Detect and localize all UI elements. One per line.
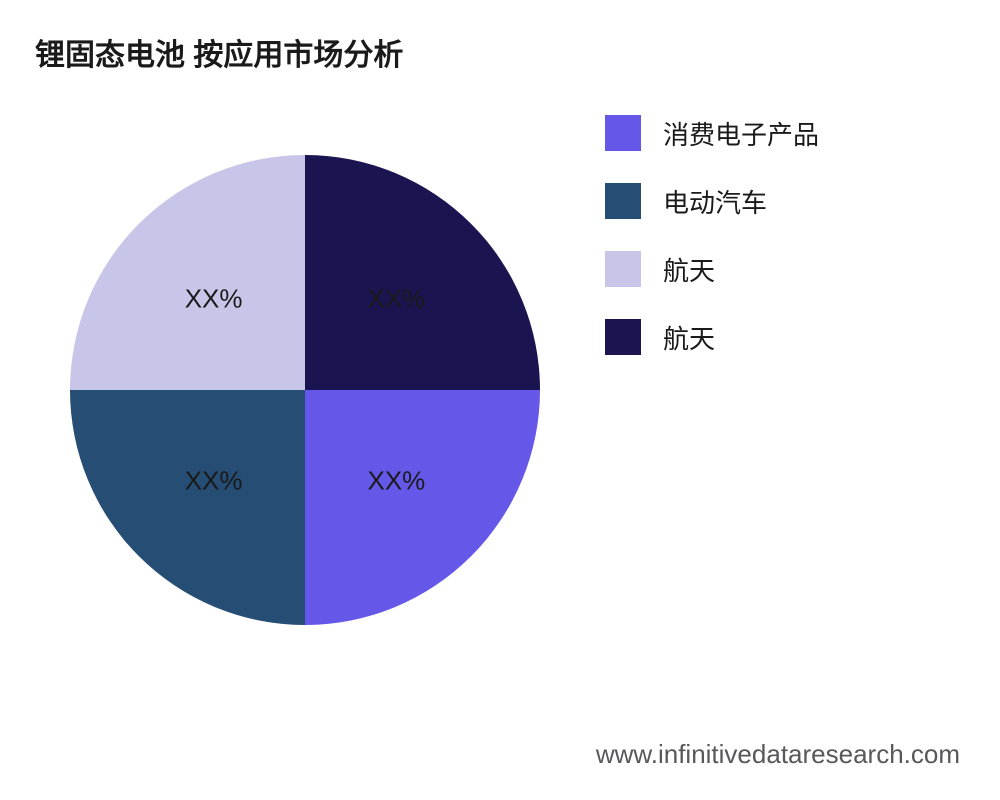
footer-source: www.infinitivedataresearch.com <box>596 739 960 770</box>
legend-label-3: 航天 <box>663 319 715 356</box>
pie-slice-1 <box>305 390 540 625</box>
chart-title: 锂固态电池 按应用市场分析 <box>35 30 403 74</box>
legend-item-3: 航天 <box>605 319 819 355</box>
pie-slice-3 <box>70 155 305 390</box>
pie-svg <box>70 155 540 625</box>
legend-item-0: 消费电子产品 <box>605 115 819 151</box>
legend-label-1: 电动汽车 <box>663 183 767 220</box>
pie-slice-0 <box>305 155 540 390</box>
pie-slice-label-0: XX% <box>367 283 425 314</box>
legend-swatch-1 <box>605 183 641 219</box>
legend-swatch-0 <box>605 115 641 151</box>
legend-label-0: 消费电子产品 <box>663 115 819 152</box>
legend: 消费电子产品电动汽车航天航天 <box>605 115 819 355</box>
legend-item-1: 电动汽车 <box>605 183 819 219</box>
pie-slice-label-3: XX% <box>185 283 243 314</box>
legend-label-2: 航天 <box>663 251 715 288</box>
legend-swatch-2 <box>605 251 641 287</box>
pie-slice-label-1: XX% <box>367 466 425 497</box>
pie-slice-label-2: XX% <box>185 466 243 497</box>
legend-item-2: 航天 <box>605 251 819 287</box>
pie-chart: XX% XX% XX% XX% <box>70 155 540 625</box>
legend-swatch-3 <box>605 319 641 355</box>
pie-slice-2 <box>70 390 305 625</box>
